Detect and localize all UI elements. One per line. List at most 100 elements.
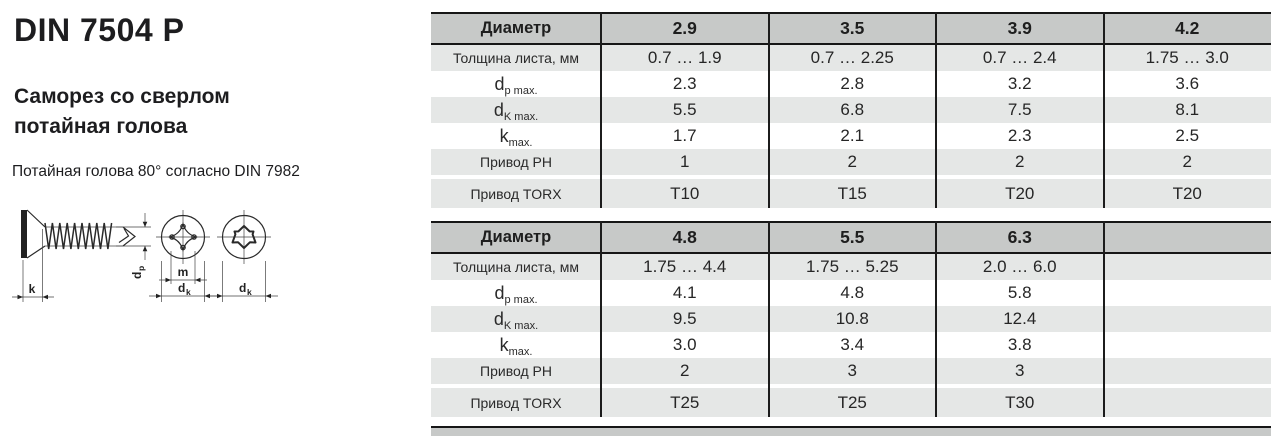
label-m: m [178, 265, 189, 279]
value-cell: 2.5 [1175, 126, 1200, 145]
column-separator-line [1102, 221, 1105, 417]
value-cell: 5.5 [672, 100, 697, 119]
value-cell: T10 [670, 183, 700, 203]
label-dp-main: d [130, 272, 144, 279]
column-separator-line [600, 12, 602, 208]
header-diameter-value: 3.5 [840, 18, 865, 38]
table-row: Толщина листа, мм 1.75 … 4.4 1.75 … 5.25 2.… [431, 254, 1271, 280]
value-cell: 10.8 [835, 309, 869, 328]
dimension-k: k [12, 229, 54, 302]
value-cell: 3 [1015, 361, 1025, 380]
dimension-dp: d p [130, 213, 148, 279]
row-label: Привод PH [431, 154, 601, 170]
value-cell: T25 [670, 392, 700, 412]
header-diameter-value: 4.2 [1175, 18, 1200, 38]
row-label-text: Привод TORX [470, 185, 562, 202]
table-row: Привод PH 2 3 3 [431, 358, 1271, 384]
value-cell: 0.7 … 1.9 [647, 48, 722, 67]
row-label-subscript: max. [508, 136, 533, 149]
value-cell: 3.8 [1007, 335, 1032, 354]
label-dk2-sub: k [247, 287, 252, 297]
value-cell: 3.4 [840, 335, 865, 354]
value-cell: 1.75 … 4.4 [643, 257, 727, 276]
table-row: k max. 3.0 3.4 3.8 [431, 332, 1271, 358]
row-label-symbol: d [493, 308, 504, 329]
column-separator-line [600, 221, 602, 417]
value-cell: 2.3 [672, 74, 697, 93]
value-cell: T20 [1172, 183, 1202, 203]
value-cell: 1.75 … 5.25 [805, 257, 899, 276]
dimension-dk-phillips: d k [149, 261, 217, 302]
torx-head-view [217, 210, 271, 264]
subtitle-line-2: потайная голова [14, 115, 188, 138]
label-k: k [29, 282, 36, 296]
value-cell: 3.0 [672, 335, 697, 354]
header-diameter-value: 4.8 [672, 227, 697, 247]
header-diameter-value: 3.9 [1007, 18, 1032, 38]
row-label-subscript: p max. [504, 84, 538, 97]
value-cell: 2 [1182, 152, 1192, 171]
value-cell: 2 [680, 361, 690, 380]
row-label-subscript: p max. [504, 293, 538, 306]
value-cell: 3.2 [1007, 74, 1032, 93]
table-row: Привод TORX T25 T25 T30 [431, 388, 1271, 417]
row-label-subscript: K max. [503, 110, 539, 123]
screw-technical-drawing: k d p m d k [12, 209, 278, 302]
row-label: Привод TORX [431, 186, 601, 202]
value-cell: T20 [1005, 183, 1035, 203]
header-diameter-label: Диаметр [480, 228, 552, 246]
row-label: k max. [431, 334, 601, 358]
value-cell: 1 [680, 152, 690, 171]
value-cell: T30 [1005, 392, 1035, 412]
table-header-row: Диаметр 2.9 3.5 3.9 4.2 [431, 12, 1271, 45]
subtitle-line-1: Саморез со сверлом [14, 85, 230, 108]
header-diameter-value: 6.3 [1007, 227, 1032, 247]
value-cell: T25 [837, 392, 867, 412]
value-cell: 7.5 [1007, 100, 1032, 119]
table-row: Толщина листа, мм 0.7 … 1.9 0.7 … 2.25 0.7 … [431, 45, 1271, 71]
row-label-symbol: d [493, 99, 504, 120]
dimension-tables: Диаметр 2.9 3.5 3.9 4.2 Толщина листа, мм 0.7 … [431, 12, 1271, 436]
row-label: Привод TORX [431, 395, 601, 411]
column-separator-line [935, 221, 937, 417]
header-diameter-value: 5.5 [840, 227, 865, 247]
row-label: k max. [431, 126, 601, 149]
value-cell: 12.4 [1003, 309, 1037, 328]
column-separator-line [1102, 12, 1105, 208]
next-table-cut-off-header [431, 426, 1271, 436]
value-cell: 2.3 [1007, 126, 1032, 145]
table-diameters-large: Диаметр 4.8 5.5 6.3 Толщина листа, мм 1.75 … … [431, 221, 1271, 417]
value-cell: 0.7 … 2.25 [810, 48, 894, 67]
header-diameter-value: 2.9 [672, 18, 697, 38]
label-dk1-sub: k [186, 287, 191, 297]
table-row: k max. 1.7 2.1 2.3 2.5 [431, 123, 1271, 149]
value-cell: 2 [1015, 152, 1025, 171]
table-row: Привод PH 1 2 2 2 [431, 149, 1271, 175]
value-cell: 3.6 [1175, 74, 1200, 93]
row-label: Толщина листа, мм [431, 50, 601, 66]
row-label-subscript: max. [508, 345, 533, 358]
standard-note: Потайная голова 80° согласно DIN 7982 [12, 163, 300, 180]
row-label: Привод PH [431, 363, 601, 379]
label-dk2-main: d [239, 281, 246, 295]
value-cell: T15 [837, 183, 867, 203]
table-row: Привод TORX T10 T15 T20 T20 [431, 179, 1271, 208]
column-separator-line [935, 12, 937, 208]
value-cell: 0.7 … 2.4 [982, 48, 1057, 67]
label-dk1-main: d [178, 281, 185, 295]
row-label-symbol: d [494, 73, 505, 94]
phillips-head-view [156, 210, 210, 264]
value-cell: 2.1 [840, 126, 865, 145]
value-cell: 2 [847, 152, 857, 171]
row-label-symbol: k [499, 334, 509, 355]
label-dp-sub: p [136, 266, 146, 271]
value-cell: 4.1 [672, 283, 697, 302]
value-cell: 8.1 [1175, 100, 1200, 119]
